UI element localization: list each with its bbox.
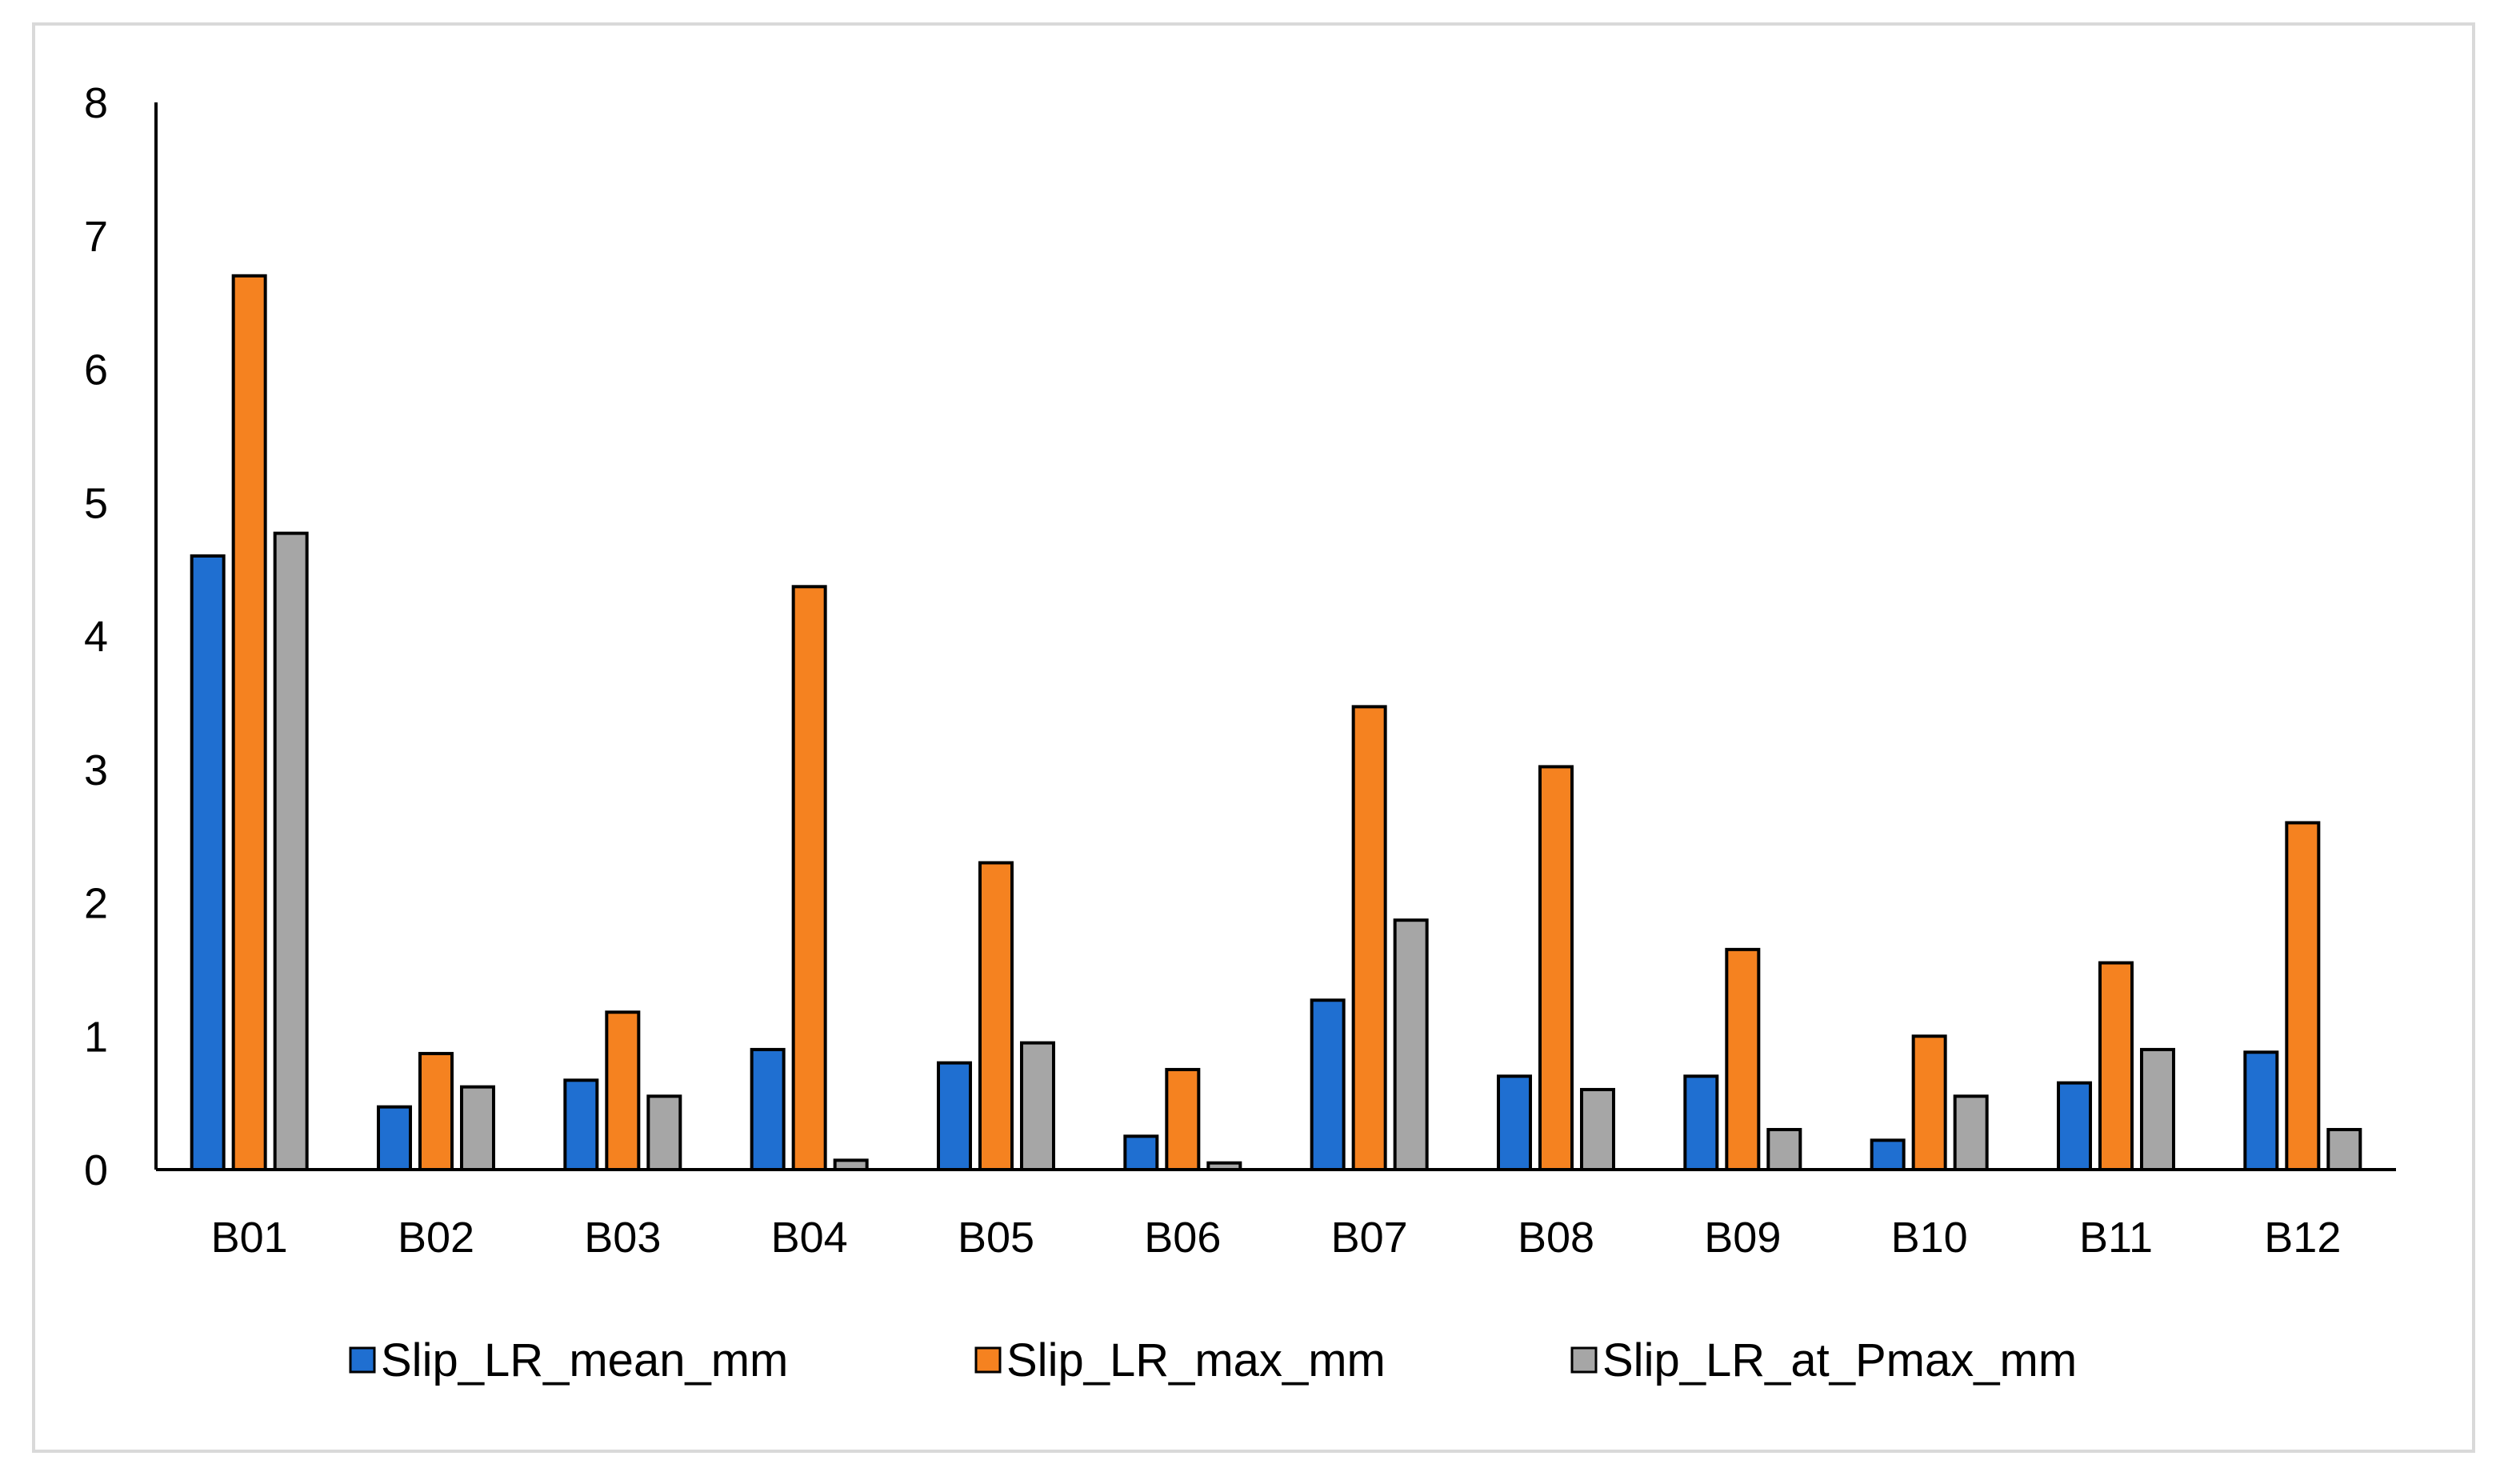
bar-Slip_LR_mean_mm-B07	[1310, 998, 1346, 1172]
x-tick-label: B12	[2264, 1214, 2341, 1262]
legend-label-Slip_LR_at_Pmax_mm: Slip_LR_at_Pmax_mm	[1602, 1334, 2077, 1386]
bar-Slip_LR_max_mm-B09	[1725, 947, 1761, 1172]
legend-swatch-Slip_LR_mean_mm	[349, 1346, 376, 1374]
x-tick-label: B04	[771, 1214, 848, 1262]
bar-Slip_LR_max_mm-B05	[978, 861, 1014, 1171]
bar-Slip_LR_max_mm-B06	[1165, 1067, 1201, 1171]
bar-Slip_LR_max_mm-B10	[1911, 1034, 1947, 1171]
x-tick-label: B10	[1891, 1214, 1968, 1262]
x-tick-label: B06	[1144, 1214, 1221, 1262]
chart-frame	[32, 22, 2475, 1453]
bar-Slip_LR_at_Pmax_mm-B01	[273, 531, 309, 1171]
bar-Slip_LR_mean_mm-B02	[377, 1105, 412, 1171]
x-tick-label: B08	[1518, 1214, 1594, 1262]
bar-Slip_LR_max_mm-B03	[605, 1010, 641, 1171]
y-tick-label: 4	[84, 613, 108, 661]
x-tick-label: B05	[958, 1214, 1034, 1262]
x-tick-label: B11	[2079, 1214, 2153, 1262]
bar-Slip_LR_at_Pmax_mm-B07	[1393, 918, 1429, 1171]
y-tick-label: 7	[84, 213, 108, 261]
bars-layer	[190, 274, 2362, 1172]
bar-Slip_LR_at_Pmax_mm-B05	[1020, 1041, 1055, 1172]
bar-Slip_LR_mean_mm-B03	[563, 1078, 599, 1171]
x-tick-label: B02	[398, 1214, 474, 1262]
axes-layer	[154, 102, 2396, 1171]
y-tick-label: 5	[84, 479, 108, 527]
bar-Slip_LR_max_mm-B02	[418, 1051, 454, 1171]
x-tick-label: B01	[211, 1214, 288, 1262]
bar-Slip_LR_mean_mm-B05	[937, 1061, 972, 1171]
bar-Slip_LR_at_Pmax_mm-B02	[460, 1085, 495, 1171]
bar-Slip_LR_at_Pmax_mm-B03	[646, 1094, 682, 1171]
legend-swatch-Slip_LR_max_mm	[974, 1346, 1002, 1374]
bar-Slip_LR_mean_mm-B06	[1123, 1134, 1159, 1171]
x-tick-label: B03	[584, 1214, 661, 1262]
bar-Slip_LR_mean_mm-B04	[750, 1047, 786, 1172]
y-tick-label: 8	[84, 79, 108, 127]
y-tick-label: 3	[84, 746, 108, 794]
bar-Slip_LR_mean_mm-B09	[1683, 1074, 1719, 1172]
bar-Slip_LR_mean_mm-B10	[1870, 1138, 1906, 1171]
bar-Slip_LR_at_Pmax_mm-B08	[1580, 1087, 1615, 1171]
bar-Slip_LR_mean_mm-B11	[2057, 1081, 2092, 1172]
bar-Slip_LR_at_Pmax_mm-B12	[2326, 1127, 2362, 1171]
legend-label-Slip_LR_mean_mm: Slip_LR_mean_mm	[381, 1334, 788, 1386]
bar-Slip_LR_max_mm-B08	[1538, 765, 1574, 1171]
x-tick-label: B07	[1331, 1214, 1408, 1262]
x-tick-label: B09	[1704, 1214, 1781, 1262]
bar-Slip_LR_max_mm-B07	[1351, 705, 1387, 1171]
legend-swatch-Slip_LR_at_Pmax_mm	[1570, 1346, 1598, 1374]
y-tick-label: 1	[84, 1013, 108, 1061]
bar-Slip_LR_max_mm-B12	[2285, 821, 2321, 1171]
bar-Slip_LR_at_Pmax_mm-B10	[1953, 1094, 1989, 1171]
y-tick-label: 2	[84, 880, 108, 928]
bar-Slip_LR_mean_mm-B08	[1497, 1074, 1532, 1172]
legend: Slip_LR_mean_mm Slip_LR_max_mm Slip_LR_at_…	[349, 1334, 2077, 1386]
legend-label-Slip_LR_max_mm: Slip_LR_max_mm	[1006, 1334, 1386, 1386]
bar-Slip_LR_mean_mm-B01	[190, 554, 226, 1171]
bar-Slip_LR_mean_mm-B12	[2243, 1050, 2279, 1172]
bar-Slip_LR_max_mm-B04	[791, 585, 827, 1171]
bar-Slip_LR_at_Pmax_mm-B09	[1766, 1127, 1802, 1171]
labels-layer: 0 1 2 3 4 5 6 7 8 B01 B02 B03 B04 B05 B06 B07 B08 B09 B10 B…	[84, 79, 2341, 1262]
bar-Slip_LR_max_mm-B01	[231, 274, 267, 1171]
y-tick-label: 6	[84, 346, 108, 394]
bar-Slip_LR_max_mm-B11	[2098, 961, 2134, 1171]
y-tick-label: 0	[84, 1146, 108, 1194]
bar-Slip_LR_at_Pmax_mm-B11	[2140, 1047, 2175, 1172]
